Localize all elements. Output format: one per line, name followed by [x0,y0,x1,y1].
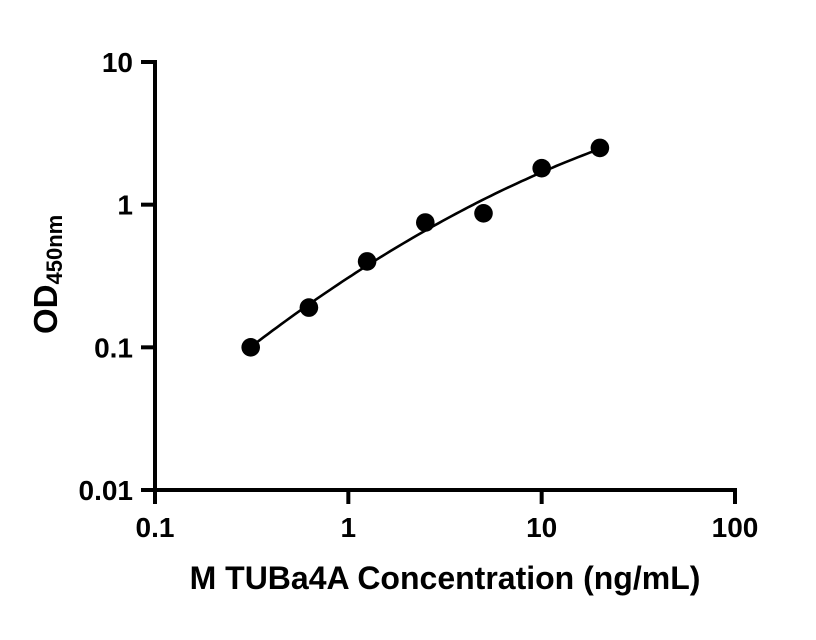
data-point [532,158,551,178]
y-axis-title-subscript: 450nm [42,214,67,285]
x-tick-label: 100 [712,512,759,543]
data-point [357,252,377,271]
y-axis-title-main: OD [27,284,64,335]
x-tick-label: 10 [526,512,557,543]
data-point [590,138,610,158]
y-tick-label: 1 [117,190,133,221]
data-point [299,298,319,317]
x-tick-label: 0.1 [136,512,175,543]
fit-curve [249,147,602,349]
y-axis-title: OD450nm [27,214,67,335]
data-point [474,204,493,223]
y-tick-label: 0.01 [79,475,134,506]
x-axis-title: M TUBa4A Concentration (ng/mL) [189,560,701,596]
y-tick-label: 10 [102,47,133,78]
data-point [241,338,260,357]
data-point [416,213,435,232]
x-tick-label: 1 [341,512,357,543]
y-tick-label: 0.1 [94,332,133,363]
